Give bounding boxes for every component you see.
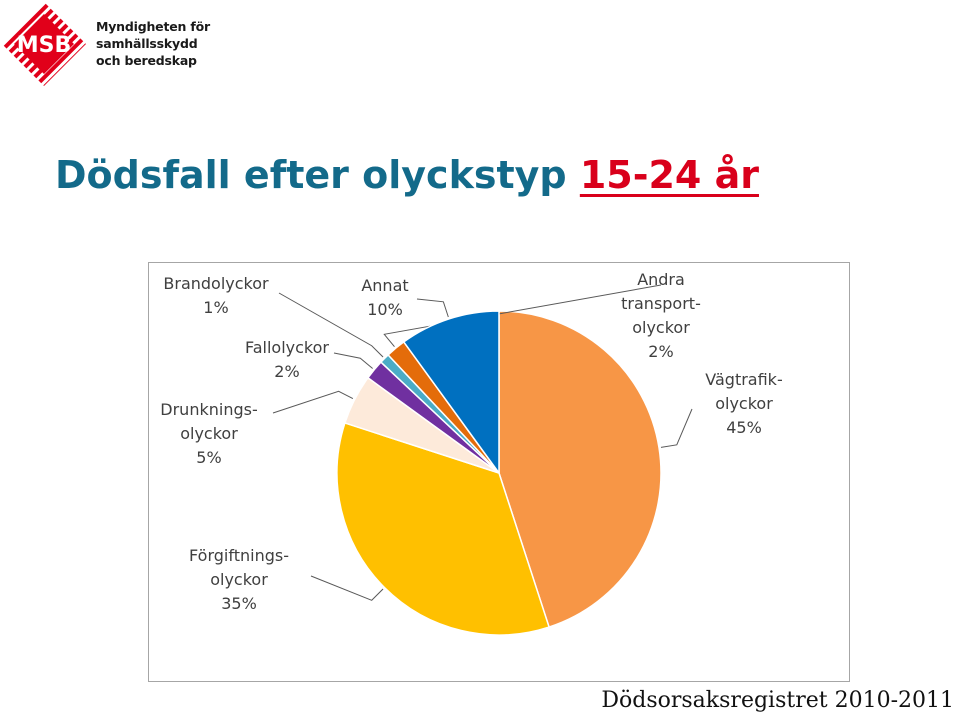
slice-label-fallolyckor: Fallolyckor 2% — [245, 338, 329, 381]
pie-slice-annat — [402, 310, 500, 476]
logo-wordmark: Myndigheten för samhällsskydd och bereds… — [96, 18, 210, 69]
slice-label-andra-transportolyckor: Andra transport-olyckor 2% — [621, 270, 701, 361]
title-highlight: 15-24 år — [579, 153, 759, 197]
page-title: Dödsfall efter olyckstyp 15-24 år — [55, 147, 759, 203]
pie-chart-svg: Vägtrafik-olyckor 45% Förgiftnings-olyckor… — [160, 270, 783, 636]
msb-logo-mark: MSB — [2, 2, 86, 86]
logo-line-2: samhällsskydd — [96, 36, 198, 51]
pie-chart: Vägtrafik-olyckor 45% Förgiftnings-olyckor… — [148, 262, 850, 682]
title-main: Dödsfall efter olyckstyp — [55, 153, 567, 197]
source-note: Dödsorsaksregistret 2010-2011 — [601, 688, 954, 713]
msb-logo: MSB Myndigheten för samhällsskydd och be… — [0, 0, 210, 90]
logo-abbr: MSB — [17, 33, 72, 58]
leader-line-annat — [416, 298, 449, 318]
leader-line-vägtrafikolyckor — [660, 408, 693, 448]
slice-label-annat: Annat 10% — [361, 276, 408, 319]
leader-line-drunkningsolyckor — [272, 390, 354, 414]
logo-line-1: Myndigheten för — [96, 19, 210, 34]
leader-line-andra-transportolyckor — [383, 284, 662, 347]
slice-label-brandolyckor: Brandolyckor 1% — [163, 274, 269, 317]
slice-label-förgiftningsolyckor: Förgiftnings-olyckor 35% — [189, 546, 289, 613]
leader-line-förgiftningsolyckor — [310, 575, 384, 601]
leader-line-fallolyckor — [333, 352, 373, 369]
pie-slice-förgiftningsolyckor — [336, 421, 551, 636]
slice-label-vägtrafikolyckor: Vägtrafik-olyckor 45% — [705, 370, 782, 437]
pie-slice-vägtrafikolyckor — [498, 310, 662, 629]
slice-label-drunkningsolyckor: Drunknings-olyckor 5% — [160, 400, 257, 467]
leader-line-brandolyckor — [278, 292, 384, 358]
logo-line-3: och beredskap — [96, 53, 197, 68]
